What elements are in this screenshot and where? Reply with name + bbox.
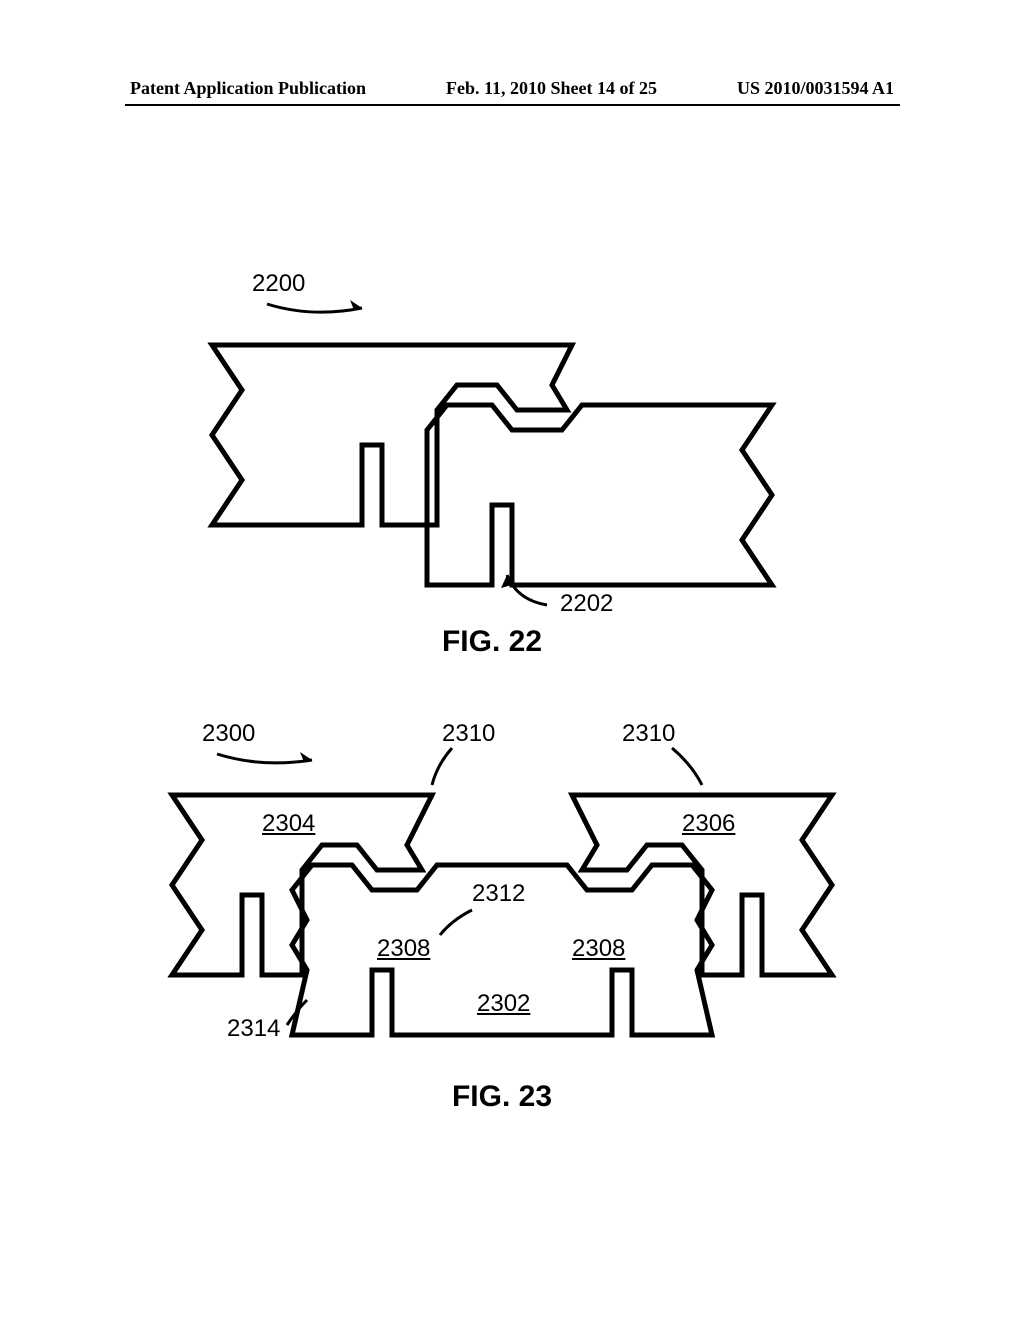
ref-2312: 2312 <box>472 880 525 908</box>
fig22-drawing <box>172 325 812 605</box>
ref-2202: 2202 <box>560 590 613 618</box>
page-header: Patent Application Publication Feb. 11, … <box>0 78 1024 99</box>
ref-2306: 2306 <box>682 810 735 838</box>
arrow-2200 <box>262 296 382 326</box>
header-center: Feb. 11, 2010 Sheet 14 of 25 <box>446 78 657 99</box>
ref-2308b: 2308 <box>572 935 625 963</box>
leader-2314 <box>282 995 332 1035</box>
header-rule <box>125 104 900 106</box>
leader-2312 <box>432 905 492 945</box>
ref-2314: 2314 <box>227 1015 280 1043</box>
arrow-2300 <box>212 746 332 776</box>
fig23-caption: FIG. 23 <box>132 1080 872 1114</box>
ref-2300: 2300 <box>202 720 255 748</box>
ref-2200: 2200 <box>252 270 305 298</box>
fig22-caption: FIG. 22 <box>172 625 812 659</box>
ref-2304: 2304 <box>262 810 315 838</box>
header-left: Patent Application Publication <box>130 78 366 99</box>
ref-2302: 2302 <box>477 990 530 1018</box>
header-right: US 2010/0031594 A1 <box>737 78 894 99</box>
ref-2308a: 2308 <box>377 935 430 963</box>
